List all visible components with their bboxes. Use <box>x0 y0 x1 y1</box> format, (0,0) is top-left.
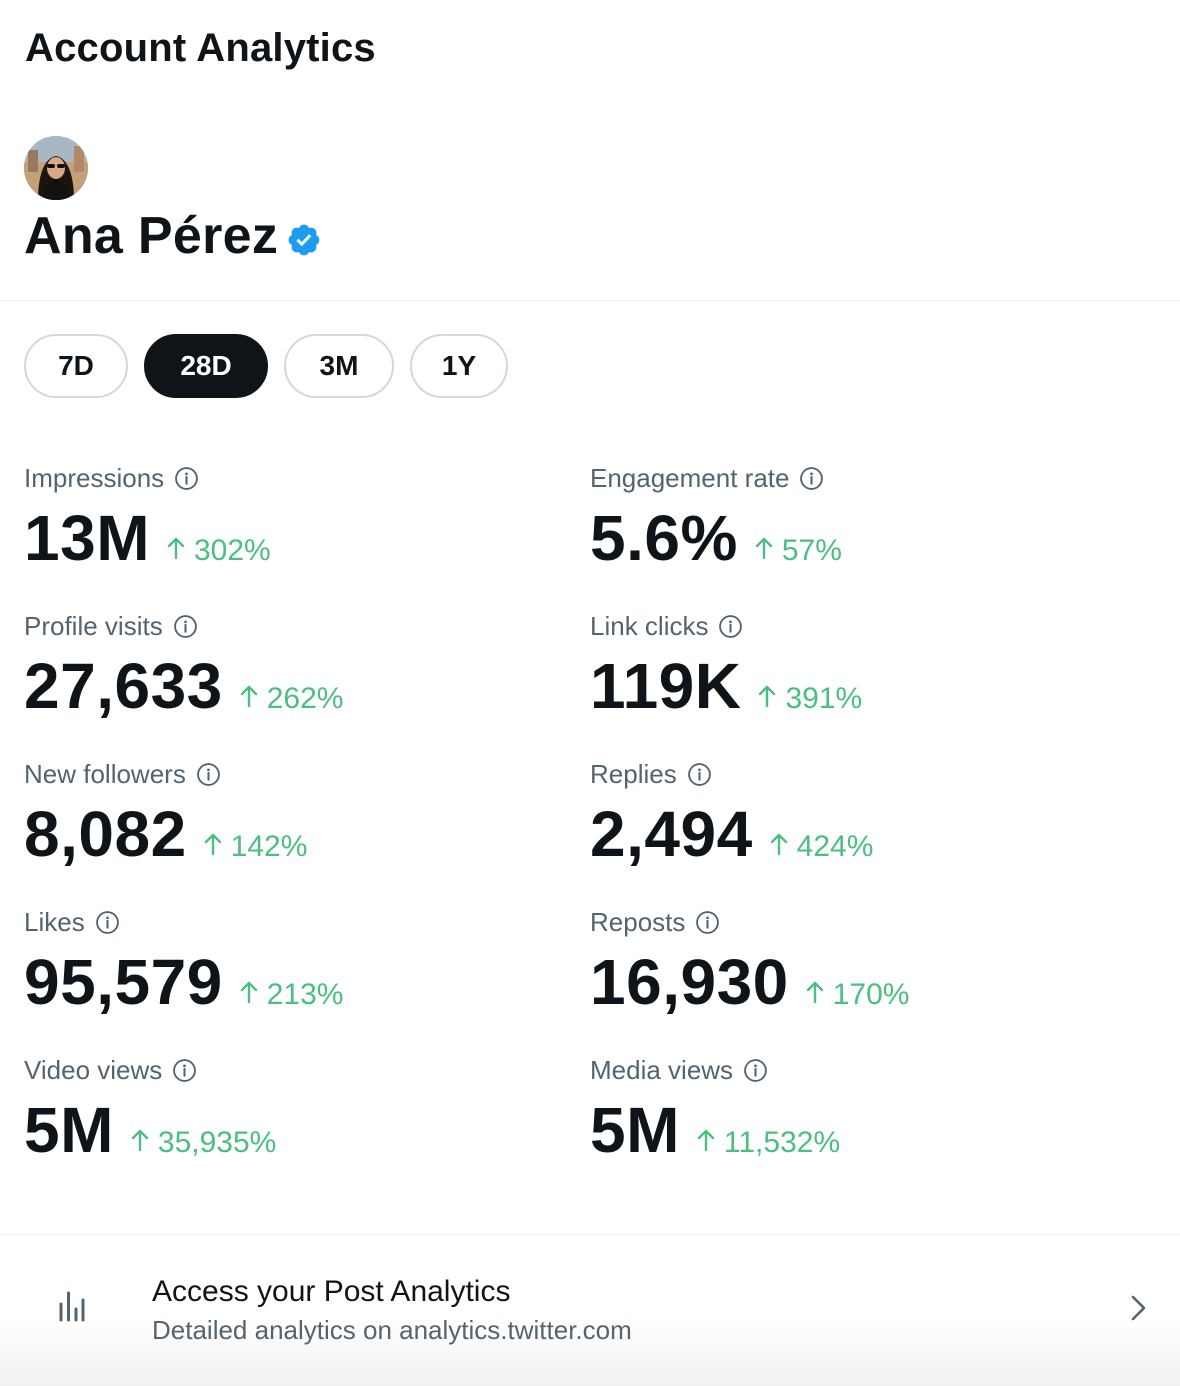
info-icon[interactable] <box>718 614 743 639</box>
metric-value: 5.6% <box>590 502 738 574</box>
metric-label: Link clicks <box>590 610 709 641</box>
range-3m-button[interactable]: 3M <box>284 334 394 398</box>
metric-card: Replies 2,494 424% <box>590 758 873 872</box>
metric-value: 16,930 <box>590 946 789 1018</box>
metric-value: 119K <box>590 650 742 722</box>
metric-value: 5M <box>24 1094 114 1166</box>
info-icon[interactable] <box>743 1058 768 1083</box>
metric-change-value: 302% <box>194 534 271 567</box>
info-icon[interactable] <box>172 1058 197 1083</box>
metric-label: New followers <box>24 758 186 789</box>
metric-change-value: 170% <box>832 978 910 1011</box>
metric-label: Reposts <box>590 906 686 937</box>
metric-value: 13M <box>24 502 150 574</box>
metric-change-value: 57% <box>781 534 842 567</box>
post-analytics-title: Access your Post Analytics <box>152 1275 511 1308</box>
metric-card: Link clicks 119K 391% <box>590 610 862 724</box>
post-analytics-subtitle: Detailed analytics on analytics.twitter.… <box>152 1315 632 1345</box>
profile-header: Ana Pérez <box>24 206 322 266</box>
metric-label: Video views <box>24 1054 163 1085</box>
footer-divider <box>0 1234 1180 1235</box>
metric-change: 142% <box>203 830 308 864</box>
avatar-photo <box>24 136 88 200</box>
arrow-up-icon <box>203 830 223 856</box>
info-icon[interactable] <box>173 614 198 639</box>
metric-label: Impressions <box>24 462 165 493</box>
arrow-up-icon <box>769 830 789 856</box>
metric-change-value: 424% <box>796 830 874 863</box>
range-1y-button[interactable]: 1Y <box>410 334 508 398</box>
arrow-up-icon <box>696 1126 716 1152</box>
metric-card: Likes 95,579 213% <box>24 906 343 1020</box>
arrow-up-icon <box>239 682 259 708</box>
metric-change-value: 142% <box>230 830 308 863</box>
info-icon[interactable] <box>95 910 120 935</box>
date-range-selector: 7D 28D 3M 1Y <box>24 334 508 398</box>
metric-card: Media views 5M 11,532% <box>590 1054 840 1168</box>
metric-change: 170% <box>805 978 910 1012</box>
metric-change: 424% <box>769 830 874 864</box>
info-icon[interactable] <box>695 910 720 935</box>
metric-value: 5M <box>590 1094 680 1166</box>
metric-change-value: 391% <box>785 682 863 715</box>
arrow-up-icon <box>754 534 774 560</box>
metric-value: 8,082 <box>24 798 187 870</box>
info-icon[interactable] <box>196 762 221 787</box>
arrow-up-icon <box>130 1126 150 1152</box>
metric-label: Likes <box>24 906 85 937</box>
metric-label: Engagement rate <box>590 462 790 493</box>
metric-change-value: 213% <box>266 978 344 1011</box>
avatar[interactable] <box>24 136 88 200</box>
metric-change: 213% <box>239 978 344 1012</box>
metric-label: Replies <box>590 758 677 789</box>
bar-chart-icon <box>58 1290 86 1322</box>
profile-name: Ana Pérez <box>24 207 279 265</box>
metric-card: New followers 8,082 142% <box>24 758 307 872</box>
header-divider <box>0 300 1180 301</box>
arrow-up-icon <box>805 978 825 1004</box>
metric-value: 27,633 <box>24 650 223 722</box>
metric-label: Media views <box>590 1054 734 1085</box>
metric-value: 95,579 <box>24 946 223 1018</box>
info-icon[interactable] <box>799 466 824 491</box>
metric-label: Profile visits <box>24 610 163 641</box>
post-analytics-link[interactable]: Access your Post Analytics Detailed anal… <box>0 1235 1180 1386</box>
metric-change-value: 35,935% <box>157 1126 277 1159</box>
arrow-up-icon <box>239 978 259 1004</box>
metric-change: 35,935% <box>130 1126 276 1160</box>
metric-change-value: 262% <box>266 682 344 715</box>
metric-change: 262% <box>239 682 344 716</box>
metric-card: Reposts 16,930 170% <box>590 906 909 1020</box>
info-icon[interactable] <box>687 762 712 787</box>
range-28d-button[interactable]: 28D <box>144 334 268 398</box>
chevron-right-icon <box>1126 1293 1150 1323</box>
metric-card: Impressions 13M 302% <box>24 462 271 576</box>
metric-change: 57% <box>754 534 842 568</box>
metric-change: 302% <box>166 534 271 568</box>
metric-change-value: 11,532% <box>723 1126 841 1159</box>
metric-value: 2,494 <box>590 798 753 870</box>
metric-card: Engagement rate 5.6% 57% <box>590 462 842 576</box>
page-title: Account Analytics <box>25 26 376 70</box>
metric-card: Video views 5M 35,935% <box>24 1054 276 1168</box>
range-7d-button[interactable]: 7D <box>24 334 128 398</box>
metric-change: 11,532% <box>696 1126 840 1160</box>
metric-change: 391% <box>757 682 862 716</box>
arrow-up-icon <box>166 534 186 560</box>
metric-card: Profile visits 27,633 262% <box>24 610 343 724</box>
verified-badge-icon[interactable] <box>286 222 322 258</box>
info-icon[interactable] <box>174 466 199 491</box>
arrow-up-icon <box>757 682 777 708</box>
